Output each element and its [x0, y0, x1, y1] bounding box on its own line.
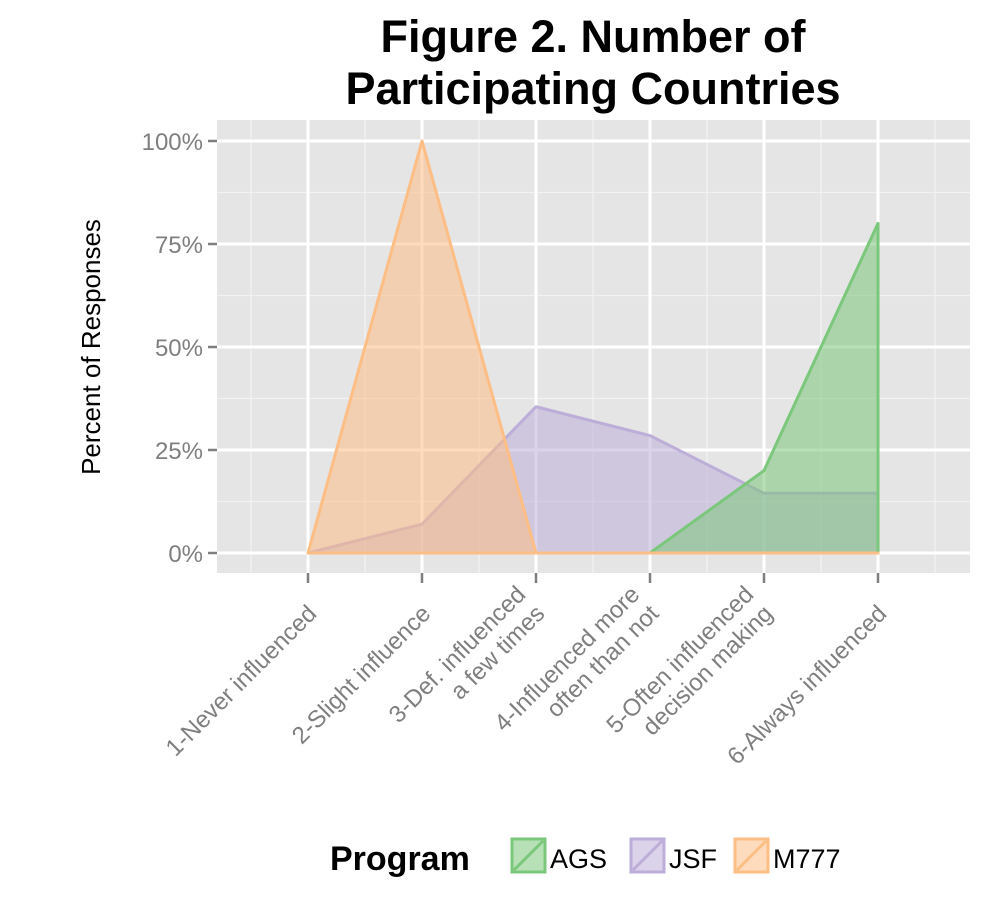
y-tick-label: 25% [155, 438, 203, 465]
legend-swatch-slash [735, 839, 768, 872]
y-tick-label: 100% [142, 129, 203, 156]
legend-label-m777: M777 [773, 844, 841, 874]
chart-title-line-1: Figure 2. Number of [380, 11, 806, 62]
series-areas [306, 139, 880, 555]
legend-swatch-slash [631, 839, 664, 872]
x-tick-label: 3-Def. influenceda few times [384, 581, 550, 747]
y-axis: 0% 25% 50% 75% 100% [142, 129, 217, 568]
y-tick-label: 0% [168, 541, 203, 568]
y-axis-title: Percent of Responses [76, 219, 106, 475]
legend: Program AGS JSF M777 [330, 837, 841, 878]
y-tick-label: 50% [155, 335, 203, 362]
legend-label-jsf: JSF [669, 844, 717, 874]
legend-item-jsf: JSF [629, 837, 717, 874]
legend-swatch-slash [512, 839, 545, 872]
legend-label-ags: AGS [550, 844, 607, 874]
area-m777 [306, 139, 880, 555]
legend-item-ags: AGS [510, 837, 607, 874]
legend-title: Program [330, 840, 470, 878]
y-tick-label: 75% [155, 232, 203, 259]
chart-title-line-2: Participating Countries [345, 63, 840, 114]
legend-item-m777: M777 [733, 837, 841, 874]
